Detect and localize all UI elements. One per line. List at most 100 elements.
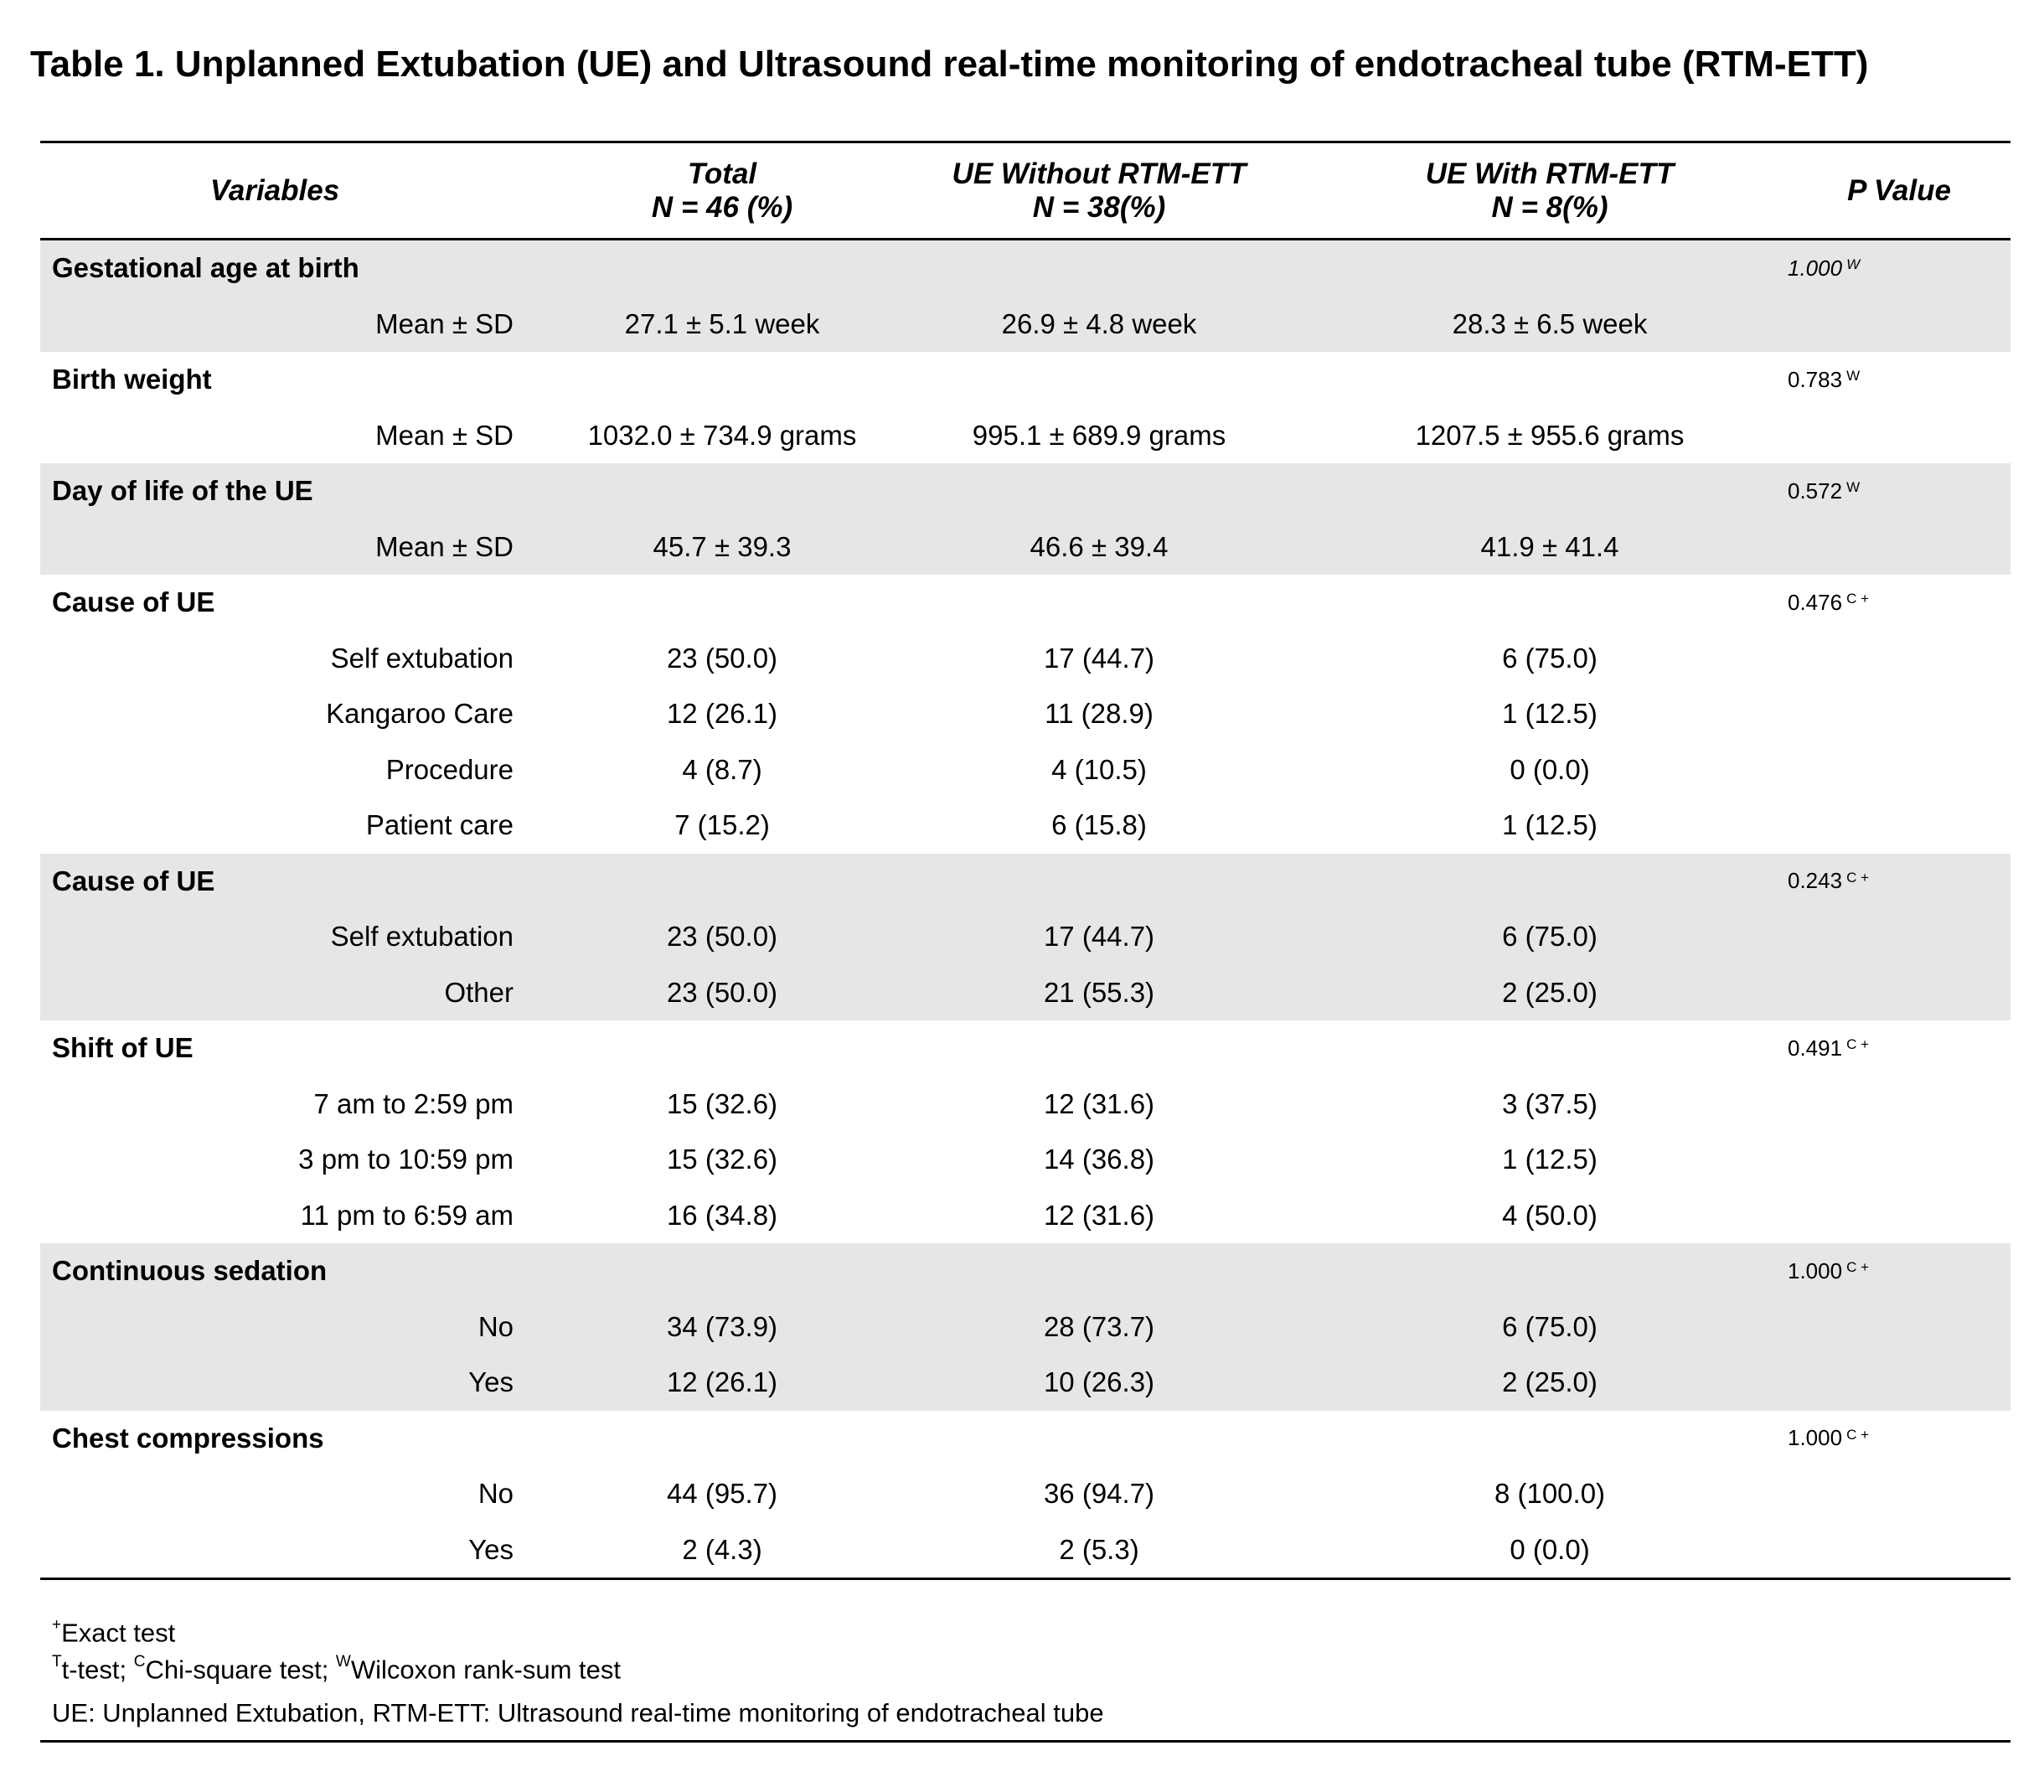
table-row: Kangaroo Care 12 (26.1) 11 (28.9) 1 (12.…	[40, 686, 2010, 742]
p-value-number: 1.000	[1788, 1425, 1843, 1451]
footnote-text: Chi-square test;	[145, 1655, 336, 1685]
cell-with: 8 (100.0)	[1494, 1478, 1606, 1510]
cell-total: 23 (50.0)	[666, 921, 778, 953]
cell-without: 28 (73.7)	[1043, 1310, 1155, 1342]
group-label: Continuous sedation	[52, 1255, 328, 1287]
header-variables-label: Variables	[209, 173, 340, 207]
cell-without: 11 (28.9)	[1045, 698, 1154, 730]
group-header-row: Cause of UE 0.243 C +	[40, 854, 2010, 910]
cell-total: 15 (32.6)	[666, 1087, 778, 1119]
p-value-number: 1.000	[1788, 255, 1843, 281]
header-total-n: N = 46 (%)	[651, 190, 793, 224]
footnote-marker: +	[52, 1616, 62, 1634]
group-header-row: Continuous sedation 1.000 C +	[40, 1243, 2010, 1299]
group-birth-weight: Birth weight 0.783 W Mean ± SD 1032.0 ± 7…	[40, 352, 2010, 463]
row-label: Self extubation	[330, 642, 514, 674]
header-without-label: UE Without RTM-ETT	[952, 158, 1247, 191]
cell-without: 14 (36.8)	[1043, 1144, 1155, 1175]
table-row: Procedure 4 (8.7) 4 (10.5) 0 (0.0)	[40, 742, 2010, 798]
cell-with: 4 (50.0)	[1502, 1199, 1598, 1231]
row-label: Mean ± SD	[375, 307, 514, 339]
group-header-row: Shift of UE 0.491 C +	[40, 1020, 2010, 1077]
table-row: Self extubation 23 (50.0) 17 (44.7) 6 (7…	[40, 909, 2010, 965]
group-label: Shift of UE	[52, 1032, 194, 1064]
row-label: Yes	[468, 1533, 514, 1565]
row-label: 3 pm to 10:59 pm	[298, 1144, 514, 1175]
group-day-of-life: Day of life of the UE 0.572 W Mean ± SD 4…	[40, 463, 2010, 575]
header-bottom-rule	[40, 238, 2010, 240]
table-row: Other 23 (50.0) 21 (55.3) 2 (25.0)	[40, 965, 2010, 1021]
cell-total: 23 (50.0)	[666, 976, 778, 1008]
row-label: Other	[444, 976, 514, 1008]
cell-without: 995.1 ± 689.9 grams	[972, 419, 1226, 451]
header-with-label: UE With RTM-ETT	[1425, 158, 1675, 191]
row-label: Procedure	[385, 753, 514, 785]
table-row: Yes 12 (26.1) 10 (26.3) 2 (25.0)	[40, 1355, 2010, 1411]
p-value-number: 0.243	[1788, 868, 1843, 894]
table-row: No 34 (73.9) 28 (73.7) 6 (75.0)	[40, 1299, 2010, 1356]
p-value: 1.000 W	[1788, 240, 1860, 297]
group-continuous-sedation: Continuous sedation 1.000 C + No 34 (73.9…	[40, 1243, 2010, 1411]
cell-with: 3 (37.5)	[1502, 1087, 1598, 1119]
group-label: Birth weight	[52, 364, 212, 395]
cell-with: 2 (25.0)	[1502, 1366, 1598, 1398]
group-cause-of-ue-binary: Cause of UE 0.243 C + Self extubation 23 …	[40, 853, 2010, 1021]
header-pvalue-label: P Value	[1847, 173, 1951, 207]
group-header-row: Gestational age at birth 1.000 W	[40, 240, 2010, 297]
table-row: Self extubation 23 (50.0) 17 (44.7) 6 (7…	[40, 631, 2010, 687]
table-header: Variables Total N = 46 (%) UE Without RT…	[40, 143, 2010, 238]
cell-without: 4 (10.5)	[1051, 753, 1147, 785]
table-row: No 44 (95.7) 36 (94.7) 8 (100.0)	[40, 1466, 2010, 1522]
p-value-test-marker: C +	[1846, 869, 1870, 886]
p-value-test-marker: W	[1846, 479, 1861, 496]
p-value: 0.572 W	[1788, 463, 1860, 519]
cell-total: 12 (26.1)	[666, 698, 778, 730]
cell-total: 2 (4.3)	[682, 1533, 762, 1565]
header-with: UE With RTM-ETT N = 8(%)	[1337, 143, 1763, 238]
p-value-test-marker: C +	[1846, 591, 1870, 607]
cell-total: 27.1 ± 5.1 week	[624, 307, 820, 339]
footnote-marker: C	[133, 1653, 146, 1671]
table-row: Mean ± SD 45.7 ± 39.3 46.6 ± 39.4 41.9 ±…	[40, 519, 2010, 576]
cell-total: 16 (34.8)	[666, 1199, 778, 1231]
footnote-bottom-rule	[40, 1740, 2010, 1743]
data-table: Variables Total N = 46 (%) UE Without RT…	[40, 141, 2010, 1743]
p-value: 1.000 C +	[1788, 1411, 1869, 1467]
header-variables: Variables	[40, 143, 509, 238]
table-top-rule	[40, 141, 2010, 143]
cell-with: 0 (0.0)	[1510, 753, 1590, 785]
row-label: Mean ± SD	[375, 530, 514, 562]
cell-total: 4 (8.7)	[682, 753, 762, 785]
footnote-text: Exact test	[61, 1618, 176, 1648]
table-row: Yes 2 (4.3) 2 (5.3) 0 (0.0)	[40, 1522, 2010, 1578]
table-row: Patient care 7 (15.2) 6 (15.8) 1 (12.5)	[40, 798, 2010, 854]
group-gestational-age: Gestational age at birth 1.000 W Mean ± S…	[40, 240, 2010, 352]
p-value: 0.491 C +	[1788, 1020, 1869, 1077]
p-value-number: 0.491	[1788, 1035, 1843, 1061]
table-footnotes: +Exact test Tt-test; CChi-square test; W…	[40, 1580, 2010, 1740]
row-label: No	[477, 1478, 514, 1510]
group-label: Gestational age at birth	[52, 252, 359, 284]
table-row: 7 am to 2:59 pm 15 (32.6) 12 (31.6) 3 (3…	[40, 1077, 2010, 1133]
cell-with: 41.9 ± 41.4	[1480, 530, 1619, 562]
group-label: Cause of UE	[52, 865, 215, 896]
table-bottom-rule	[40, 1578, 2010, 1580]
cell-without: 10 (26.3)	[1043, 1366, 1155, 1398]
cell-total: 44 (95.7)	[666, 1478, 778, 1510]
row-label: Self extubation	[330, 921, 514, 953]
cell-with: 0 (0.0)	[1510, 1533, 1590, 1565]
p-value: 0.783 W	[1788, 352, 1860, 408]
header-without-n: N = 38(%)	[1032, 190, 1166, 224]
footnote-marker: T	[52, 1653, 62, 1671]
p-value-test-marker: W	[1846, 368, 1861, 385]
cell-total: 1032.0 ± 734.9 grams	[587, 419, 857, 451]
group-label: Chest compressions	[52, 1422, 324, 1454]
row-label: Patient care	[365, 809, 514, 841]
footnote-test-legend: Tt-test; CChi-square test; WWilcoxon ran…	[52, 1649, 2010, 1686]
p-value-number: 0.572	[1788, 478, 1843, 504]
cell-total: 7 (15.2)	[674, 809, 770, 841]
group-cause-of-ue-detailed: Cause of UE 0.476 C + Self extubation 23 …	[40, 575, 2010, 854]
cell-without: 6 (15.8)	[1051, 809, 1147, 841]
footnote-abbreviations: UE: Unplanned Extubation, RTM-ETT: Ultra…	[52, 1697, 1104, 1727]
row-label: Kangaroo Care	[326, 698, 514, 730]
